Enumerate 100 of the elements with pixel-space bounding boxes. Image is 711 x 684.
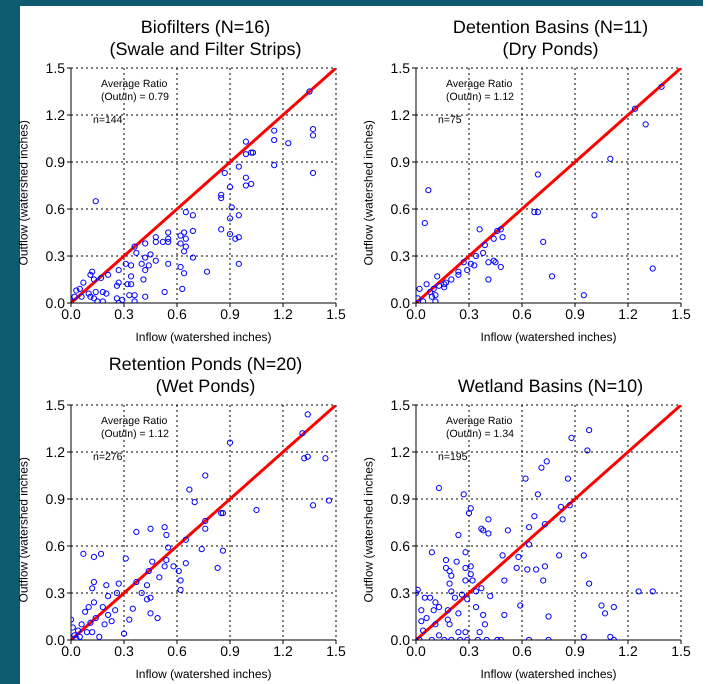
chart-subtitle: (Dry Ponds) (502, 38, 599, 60)
point (498, 226, 504, 232)
point (485, 259, 492, 266)
y-tick-label: 0.9 (46, 154, 66, 170)
point (441, 284, 448, 290)
point (436, 282, 442, 289)
y-tick-label: 0.6 (390, 200, 410, 217)
annotation: (Out/In) = 1.12 (446, 91, 514, 104)
point (548, 273, 556, 280)
y-tick-label: 1.5 (390, 396, 410, 413)
x-tick-label: 1.5 (326, 642, 346, 659)
x-tick-label: 1.5 (671, 642, 691, 659)
x-axis-title: Inflow (watershed inches) (480, 330, 617, 344)
point (485, 276, 492, 283)
point (430, 286, 437, 292)
x-tick-label: 0.9 (565, 306, 585, 322)
y-tick-label: 1.2 (390, 106, 410, 123)
point (534, 171, 541, 178)
point (425, 187, 432, 194)
point (498, 264, 504, 270)
y-axis-title: Outflow (watershed inches) (361, 120, 376, 266)
x-tick-label: 0.3 (114, 306, 134, 322)
chart-title: Wetland Basins (N=10) (458, 375, 644, 397)
point (416, 295, 421, 302)
x-tick-label: 0.3 (114, 642, 134, 659)
point (422, 220, 428, 226)
x-tick-label: 0.6 (512, 306, 532, 322)
y-axis-title: Outflow (watershed inches) (16, 457, 30, 602)
annotation: n=75 (438, 114, 463, 127)
point (534, 209, 541, 216)
point (460, 259, 467, 266)
point (492, 259, 499, 266)
point (432, 292, 439, 298)
y-tick-label: 1.5 (390, 60, 410, 76)
point (490, 258, 497, 264)
chart-subtitle: (Wet Ponds) (156, 375, 256, 397)
point (482, 242, 488, 248)
x-axis-title: Inflow (watershed inches) (135, 667, 272, 681)
point (448, 276, 454, 283)
x-tick-label: 0.6 (167, 642, 187, 659)
y-tick-label: 0.6 (46, 538, 66, 554)
y-axis-title: Outflow (watershed inches) (16, 120, 30, 266)
x-tick-label: 0.9 (565, 642, 585, 659)
y-tick-label: 0.6 (390, 538, 410, 554)
point (455, 268, 462, 275)
point (650, 265, 656, 272)
point (427, 288, 434, 296)
annotation: n=276 (93, 451, 124, 464)
y-tick-label: 0.6 (46, 200, 66, 217)
point (434, 273, 440, 280)
point (490, 236, 497, 242)
y-tick-label: 1.5 (46, 60, 66, 76)
point (540, 238, 546, 245)
point (420, 298, 426, 303)
annotation: (Out/In) = 0.79 (101, 91, 169, 104)
annotation: Average Ratio (101, 415, 168, 428)
annotation: Average Ratio (446, 78, 514, 91)
point (424, 281, 430, 288)
chart-title: Retention Ponds (N=20) (108, 353, 302, 375)
y-tick-label: 0.9 (390, 154, 410, 170)
y-tick-label: 0.9 (390, 490, 410, 507)
point (464, 267, 470, 274)
y-tick-label: 0.3 (390, 584, 410, 601)
x-tick-label: 0.6 (512, 642, 532, 659)
point (441, 281, 448, 288)
x-axis-title: Inflow (watershed inches) (480, 667, 617, 681)
point (471, 262, 478, 268)
x-tick-label: 0.9 (220, 642, 240, 659)
point (432, 298, 439, 303)
point (632, 106, 638, 112)
point (499, 234, 506, 240)
annotation: n=144 (93, 114, 124, 127)
y-tick-label: 1.5 (46, 396, 66, 413)
point (416, 286, 423, 292)
x-tick-label: 0.3 (459, 306, 479, 322)
point (455, 272, 462, 278)
x-tick-label: 0.3 (459, 642, 479, 659)
y-tick-label: 1.2 (390, 444, 410, 460)
chart-title: Detention Basins (N=11) (452, 16, 648, 38)
y-tick-label: 0.9 (46, 490, 66, 507)
chart-subtitle: (Swale and Filter Strips) (109, 38, 302, 60)
x-tick-label: 1.2 (618, 306, 638, 322)
y-axis-title: Outflow (watershed inches) (361, 457, 376, 602)
point (591, 212, 598, 218)
x-axis-title: Inflow (watershed inches) (135, 330, 272, 344)
point (428, 294, 435, 300)
point (476, 226, 483, 232)
point (607, 156, 614, 162)
x-tick-label: 1.5 (671, 306, 691, 322)
point (442, 280, 450, 286)
point (472, 252, 480, 260)
x-tick-label: 1.2 (273, 306, 293, 322)
annotation: Average Ratio (446, 415, 514, 428)
point (480, 250, 486, 256)
chart-title: Biofilters (N=16) (140, 16, 270, 38)
annotation: (Out/In) = 1.34 (446, 428, 514, 441)
point (494, 228, 500, 234)
y-tick-label: 1.2 (46, 444, 66, 460)
x-tick-label: 0.6 (167, 306, 187, 322)
point (468, 260, 474, 267)
